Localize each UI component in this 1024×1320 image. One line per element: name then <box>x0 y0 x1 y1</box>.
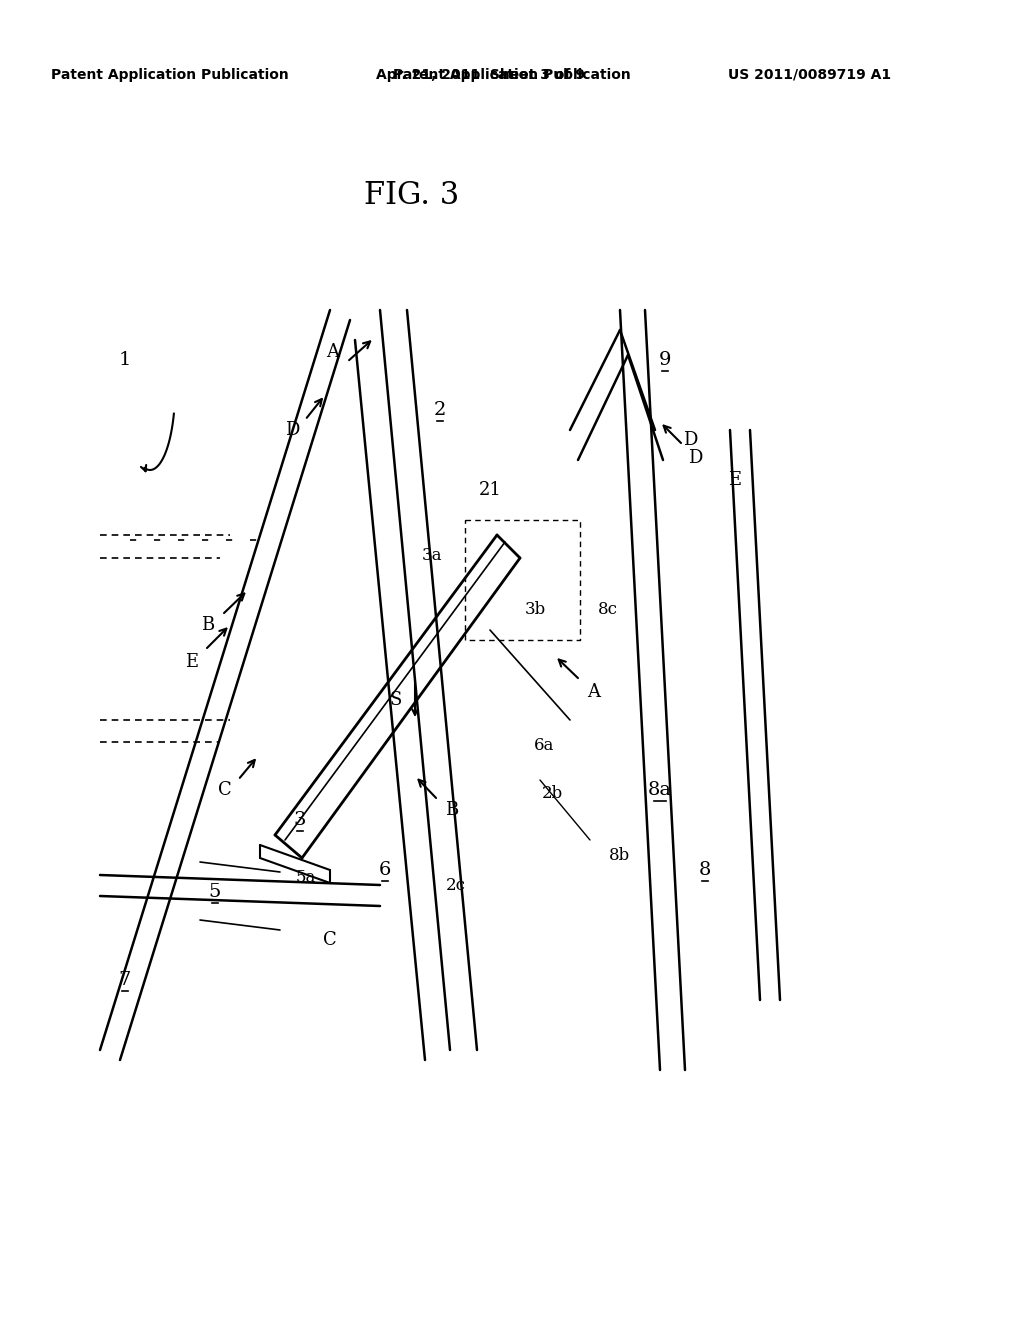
Text: 8c: 8c <box>598 602 618 619</box>
Text: 5a: 5a <box>296 870 316 887</box>
Text: Patent Application Publication: Patent Application Publication <box>51 69 289 82</box>
Text: E: E <box>728 471 741 488</box>
Text: C: C <box>324 931 337 949</box>
Text: A: A <box>588 682 600 701</box>
Text: D: D <box>683 432 697 449</box>
Text: 3a: 3a <box>422 546 442 564</box>
Text: FIG. 3: FIG. 3 <box>365 180 460 210</box>
Text: 8: 8 <box>698 861 712 879</box>
Text: 2b: 2b <box>542 784 562 801</box>
Text: E: E <box>185 653 199 671</box>
Text: D: D <box>688 449 702 467</box>
Text: 1: 1 <box>119 351 131 370</box>
Text: A: A <box>327 343 340 360</box>
Text: B: B <box>445 801 459 818</box>
Text: 3: 3 <box>294 810 306 829</box>
Text: 7: 7 <box>119 972 131 989</box>
Text: 6: 6 <box>379 861 391 879</box>
Text: Patent Application Publication: Patent Application Publication <box>393 69 631 82</box>
Text: D: D <box>285 421 299 440</box>
Text: 3b: 3b <box>524 602 546 619</box>
Text: 21: 21 <box>478 480 502 499</box>
Text: 2c: 2c <box>446 876 466 894</box>
Text: 9: 9 <box>658 351 672 370</box>
Text: US 2011/0089719 A1: US 2011/0089719 A1 <box>728 69 892 82</box>
Text: Apr. 21, 2011  Sheet 3 of 9: Apr. 21, 2011 Sheet 3 of 9 <box>376 69 585 82</box>
Text: 8a: 8a <box>648 781 672 799</box>
Text: C: C <box>218 781 231 799</box>
Text: S: S <box>390 690 402 709</box>
Text: 8b: 8b <box>608 846 630 863</box>
Text: B: B <box>202 616 215 634</box>
Text: 2: 2 <box>434 401 446 418</box>
Text: 5: 5 <box>209 883 221 902</box>
Text: 6a: 6a <box>534 737 554 754</box>
